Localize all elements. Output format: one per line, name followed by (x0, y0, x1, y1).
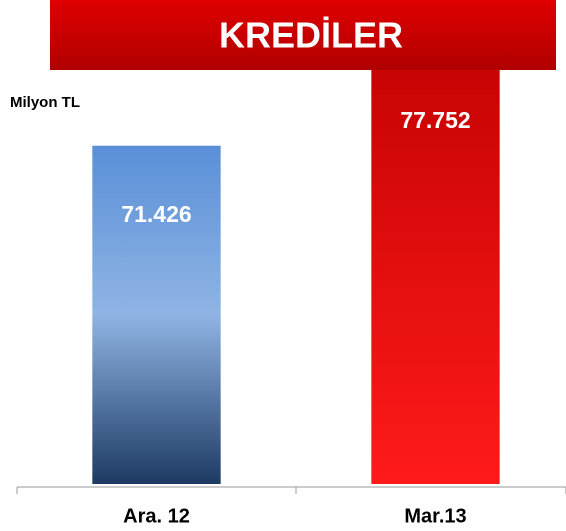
x-tick-label: Mar.13 (404, 505, 466, 527)
chart-title: KREDİLER (219, 15, 403, 56)
title-banner (50, 0, 556, 70)
x-tick-label: Ara. 12 (123, 505, 190, 527)
value-label: 71.426 (121, 201, 191, 227)
value-label: 77.752 (400, 107, 470, 133)
bar (92, 145, 221, 485)
unit-label: Milyon TL (10, 94, 80, 111)
bar (371, 9, 500, 485)
